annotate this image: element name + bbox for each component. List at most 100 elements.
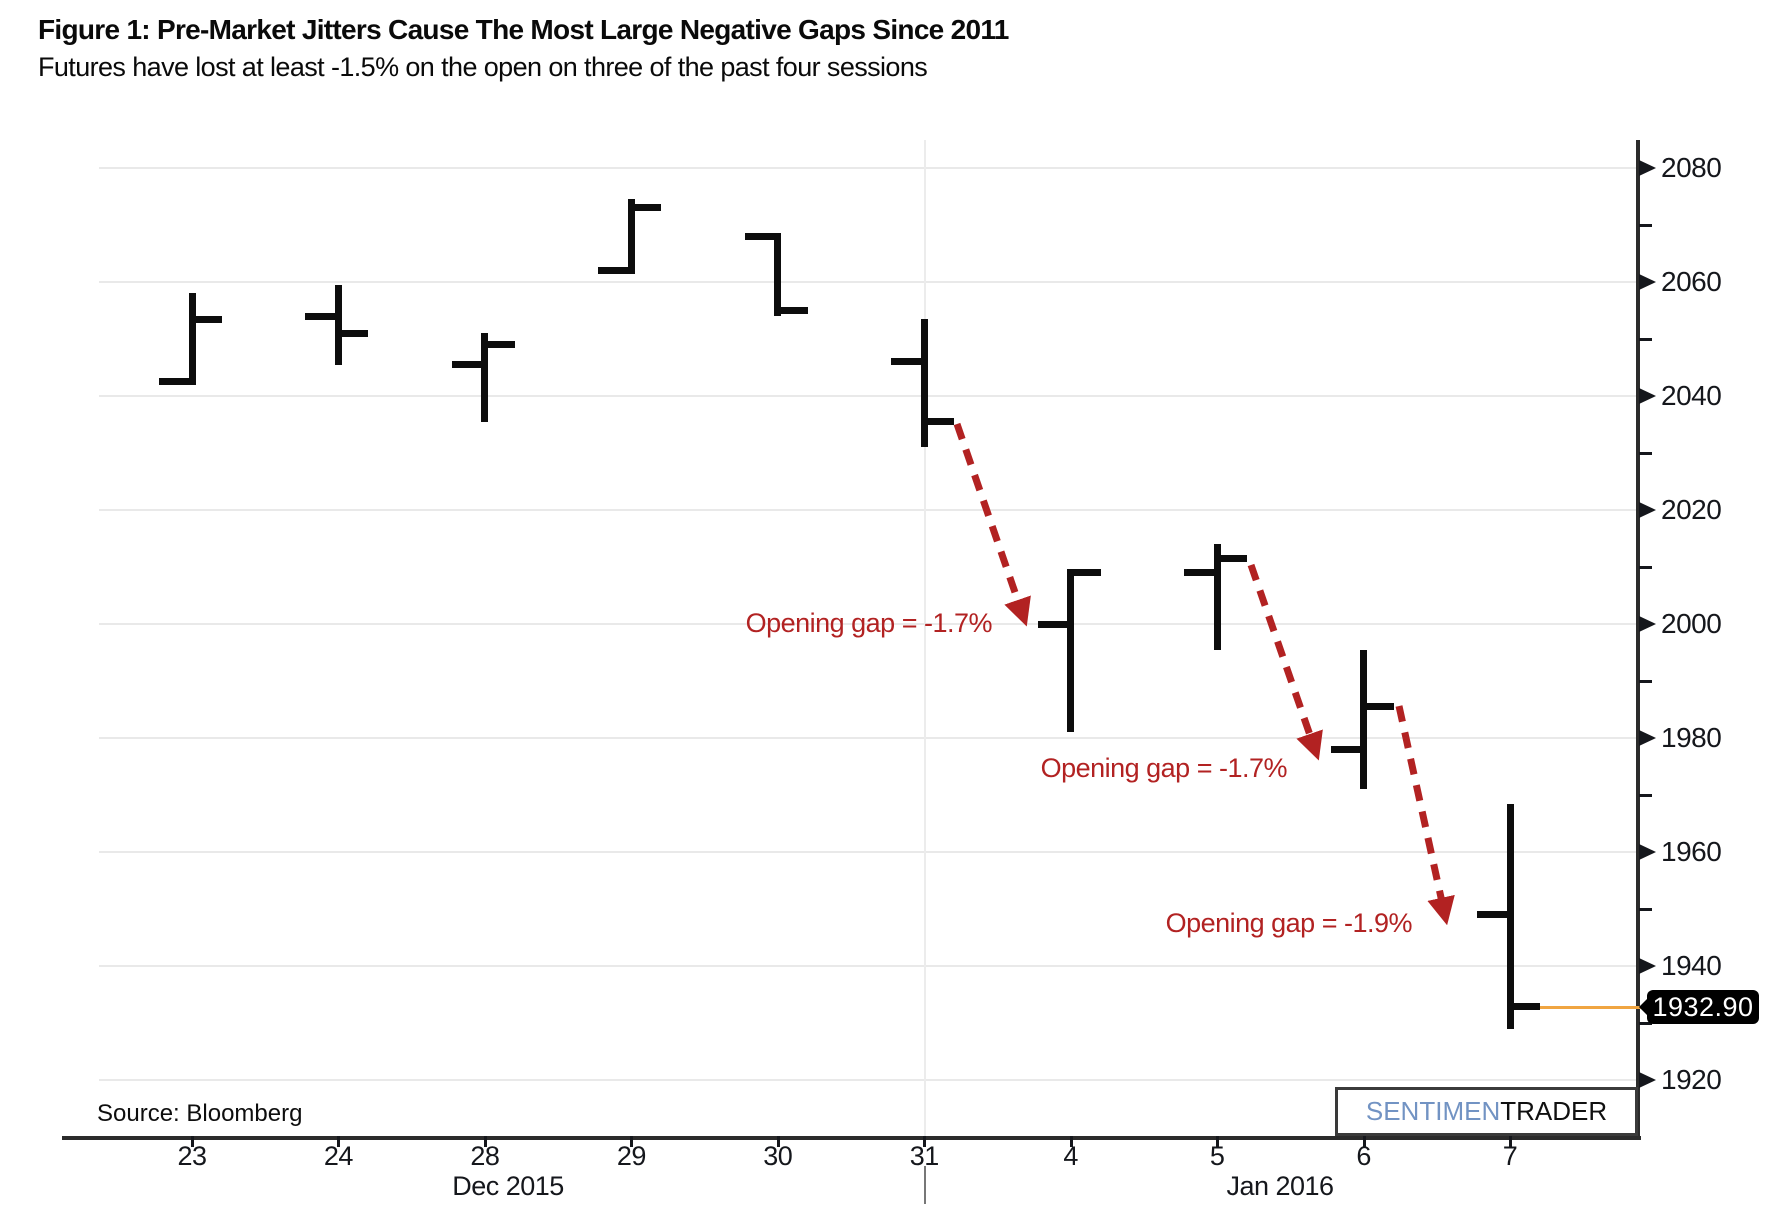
gridline-y-2040 [99,395,1638,398]
x-tick-label-6: 6 [1356,1141,1371,1171]
brand-logo-trader: TRADER [1500,1096,1608,1126]
y-minor-tick-2070 [1639,224,1652,227]
last-price-notch [1639,997,1648,1016]
ohlc-open-tick [159,378,196,386]
y-minor-tick-1930 [1639,1022,1652,1026]
y-minor-tick-1990 [1639,680,1652,684]
month-label-jan-2016: Jan 2016 [1226,1171,1334,1201]
annotation-opening-gap-3: Opening gap = -1.9% [1165,908,1413,938]
ohlc-close-tick [1213,555,1248,563]
y-tick-label-1920: 1920 [1661,1064,1722,1096]
ohlc-range [1067,569,1075,733]
annotation-opening-gap-2: Opening gap = -1.7% [1040,753,1288,783]
x-tick-30 [776,1136,780,1147]
gridline-y-2020 [99,509,1638,512]
y-tick-label-2060: 2060 [1661,266,1722,298]
y-tick-label-2040: 2040 [1661,380,1722,412]
gridline-y-2060 [99,281,1638,284]
ohlc-open-tick [305,312,342,320]
y-tick-arrow [1639,1072,1656,1089]
y-tick-label-2000: 2000 [1661,608,1722,640]
ohlc-range [1360,649,1368,790]
x-tick-label-29: 29 [616,1141,647,1171]
gridline-year-boundary [924,140,926,1136]
ohlc-close-tick [920,418,955,426]
y-minor-tick-1970 [1639,794,1652,798]
x-tick-7 [1509,1136,1513,1147]
y-tick-label-2080: 2080 [1661,152,1722,183]
ohlc-close-tick [627,204,662,212]
y-tick-label-1940: 1940 [1661,950,1722,982]
x-tick-label-5: 5 [1209,1141,1225,1171]
gridline-y-2080 [99,167,1638,169]
ohlc-open-tick [598,267,635,275]
y-minor-tick-2030 [1639,452,1652,456]
year-separator-tick [924,1166,926,1204]
x-tick-label-7: 7 [1502,1141,1518,1171]
ohlc-close-tick [334,329,369,337]
gap-arrow-3 [1395,705,1455,926]
gridline-y-1960 [99,851,1638,854]
y-tick-label-1960: 1960 [1661,836,1722,868]
ohlc-open-tick [451,361,489,369]
x-tick-5 [1216,1136,1220,1147]
y-tick-arrow [1639,160,1656,176]
month-label-dec-2015: Dec 2015 [452,1171,564,1201]
x-tick-label-24: 24 [323,1141,354,1171]
ohlc-close-tick [188,315,222,323]
x-tick-label-23: 23 [177,1141,207,1171]
ohlc-open-tick [1037,620,1075,628]
ohlc-close-tick [481,341,515,349]
y-tick-arrow [1639,730,1656,747]
ohlc-open-tick [744,232,782,240]
x-tick-label-4: 4 [1063,1141,1078,1171]
x-tick-28 [483,1136,487,1147]
gap-arrow-1 [953,422,1031,627]
y-tick-label-1980: 1980 [1661,722,1722,754]
ohlc-range [774,233,782,317]
y-tick-arrow [1639,844,1656,861]
ohlc-open-tick [891,358,928,366]
ohlc-range [627,199,635,274]
last-price-tag: 1932.90 [1647,989,1759,1024]
y-minor-tick-2050 [1639,338,1652,342]
x-tick-label-28: 28 [470,1141,500,1171]
x-tick-31 [923,1136,927,1147]
ohlc-range [920,319,928,448]
gridline-y-1940 [99,965,1638,968]
y-tick-arrow [1639,274,1656,291]
gridline-y-1980 [99,737,1638,740]
gap-arrow-2 [1247,563,1323,761]
gridline-y-2000 [99,623,1638,626]
ohlc-open-tick [1330,746,1368,754]
y-tick-arrow [1639,616,1656,633]
y-axis-line [1636,140,1640,1140]
x-tick-4 [1069,1136,1073,1147]
ohlc-range [334,284,342,365]
brand-logo-sentimen: SENTIMEN [1365,1096,1501,1126]
ohlc-close-tick [1506,1003,1541,1011]
y-minor-tick-2010 [1639,566,1652,570]
last-price-line [1540,1005,1647,1009]
ohlc-close-tick [1360,703,1394,711]
y-minor-tick-1950 [1639,908,1652,912]
brand-logo: SENTIMEN TRADER [1335,1087,1638,1136]
figure-subtitle: Futures have lost at least -1.5% on the … [38,52,928,82]
ohlc-close-tick [1067,569,1101,577]
y-tick-arrow [1639,502,1656,519]
ohlc-range [1213,544,1221,650]
y-tick-label-2020: 2020 [1661,494,1722,526]
ohlc-close-tick [774,307,808,315]
ohlc-open-tick [1184,569,1221,577]
annotation-opening-gap-1: Opening gap = -1.7% [745,608,993,638]
ohlc-range [188,293,196,385]
gridline-y-1920 [99,1079,1638,1082]
x-axis-line [62,1136,1641,1140]
x-tick-24 [337,1136,341,1147]
x-tick-6 [1362,1136,1366,1147]
y-tick-arrow [1639,388,1656,405]
y-tick-arrow [1639,958,1656,975]
x-tick-23 [191,1136,194,1147]
x-tick-29 [630,1136,634,1147]
